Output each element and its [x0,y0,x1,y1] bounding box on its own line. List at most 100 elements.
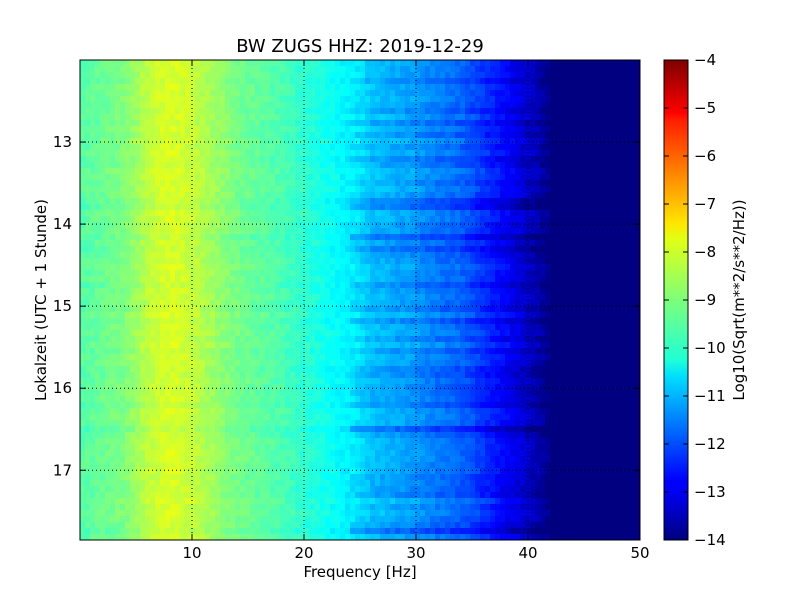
heatmap-cell [305,192,311,199]
heatmap-cell [370,318,376,325]
heatmap-cell [565,234,571,241]
heatmap-cell [465,294,471,301]
heatmap-cell [290,78,296,85]
heatmap-cell [150,96,156,103]
heatmap-cell [140,318,146,325]
heatmap-cell [620,186,626,193]
heatmap-cell [495,270,501,277]
heatmap-cell [505,66,511,73]
heatmap-cell [420,90,426,97]
heatmap-cell [245,240,251,247]
heatmap-cell [585,210,591,217]
heatmap-cell [630,72,636,79]
heatmap-cell [285,306,291,313]
heatmap-cell [470,282,476,289]
heatmap-cell [295,252,301,259]
heatmap-cell [535,222,541,229]
heatmap-cell [560,240,566,247]
heatmap-cell [325,228,331,235]
heatmap-cell [300,312,306,319]
heatmap-cell [395,204,401,211]
heatmap-cell [95,240,101,247]
heatmap-cell [620,198,626,205]
heatmap-cell [455,318,461,325]
heatmap-cell [275,252,281,259]
heatmap-cell [220,210,226,217]
heatmap-cell [460,216,466,223]
heatmap-cell [480,228,486,235]
heatmap-cell [230,228,236,235]
heatmap-cell [625,318,631,325]
heatmap-cell [315,174,321,181]
heatmap-cell [470,150,476,157]
heatmap-cell [455,180,461,187]
heatmap-cell [360,282,366,289]
heatmap-cell [175,78,181,85]
heatmap-cell [90,168,96,175]
heatmap-cell [215,102,221,109]
heatmap-cell [575,264,581,271]
heatmap-cell [100,222,106,229]
heatmap-cell [90,126,96,133]
heatmap-cell [240,258,246,265]
heatmap-cell [330,264,336,271]
heatmap-cell [220,78,226,85]
heatmap-cell [345,144,351,151]
heatmap-cell [330,246,336,253]
heatmap-cell [605,90,611,97]
heatmap-cell [140,198,146,205]
heatmap-cell [630,204,636,211]
heatmap-cell [425,72,431,79]
heatmap-cell [580,222,586,229]
heatmap-cell [310,276,316,283]
heatmap-cell [605,78,611,85]
heatmap-cell [325,318,331,325]
heatmap-cell [175,324,181,331]
heatmap-cell [190,72,196,79]
heatmap-cell [380,66,386,73]
heatmap-cell [515,204,521,211]
heatmap-cell [350,132,356,139]
heatmap-cell [325,300,331,307]
heatmap-cell [600,156,606,163]
heatmap-cell [380,108,386,115]
heatmap-cell [355,180,361,187]
heatmap-cell [100,324,106,331]
heatmap-cell [195,318,201,325]
heatmap-cell [100,312,106,319]
heatmap-cell [130,264,136,271]
heatmap-cell [455,168,461,175]
heatmap-cell [495,198,501,205]
heatmap-cell [85,120,91,127]
heatmap-cell [295,132,301,139]
heatmap-cell [335,306,341,313]
heatmap-cell [210,126,216,133]
heatmap-cell [215,72,221,79]
heatmap-cell [465,138,471,145]
heatmap-cell [290,318,296,325]
heatmap-cell [520,246,526,253]
heatmap-cell [165,192,171,199]
heatmap-cell [415,276,421,283]
heatmap-cell [165,216,171,223]
heatmap-cell [530,66,536,73]
heatmap-cell [605,102,611,109]
heatmap-cell [320,246,326,253]
heatmap-cell [410,240,416,247]
heatmap-cell [540,186,546,193]
heatmap-cell [605,120,611,127]
heatmap-cell [480,180,486,187]
heatmap-cell [350,306,356,313]
heatmap-cell [465,162,471,169]
heatmap-cell [590,306,596,313]
heatmap-cell [315,228,321,235]
heatmap-cell [600,258,606,265]
heatmap-cell [295,312,301,319]
heatmap-cell [225,162,231,169]
heatmap-cell [415,60,421,67]
heatmap-cell [560,108,566,115]
heatmap-cell [295,222,301,229]
heatmap-cell [565,156,571,163]
heatmap-cell [310,186,316,193]
heatmap-cell [500,60,506,67]
